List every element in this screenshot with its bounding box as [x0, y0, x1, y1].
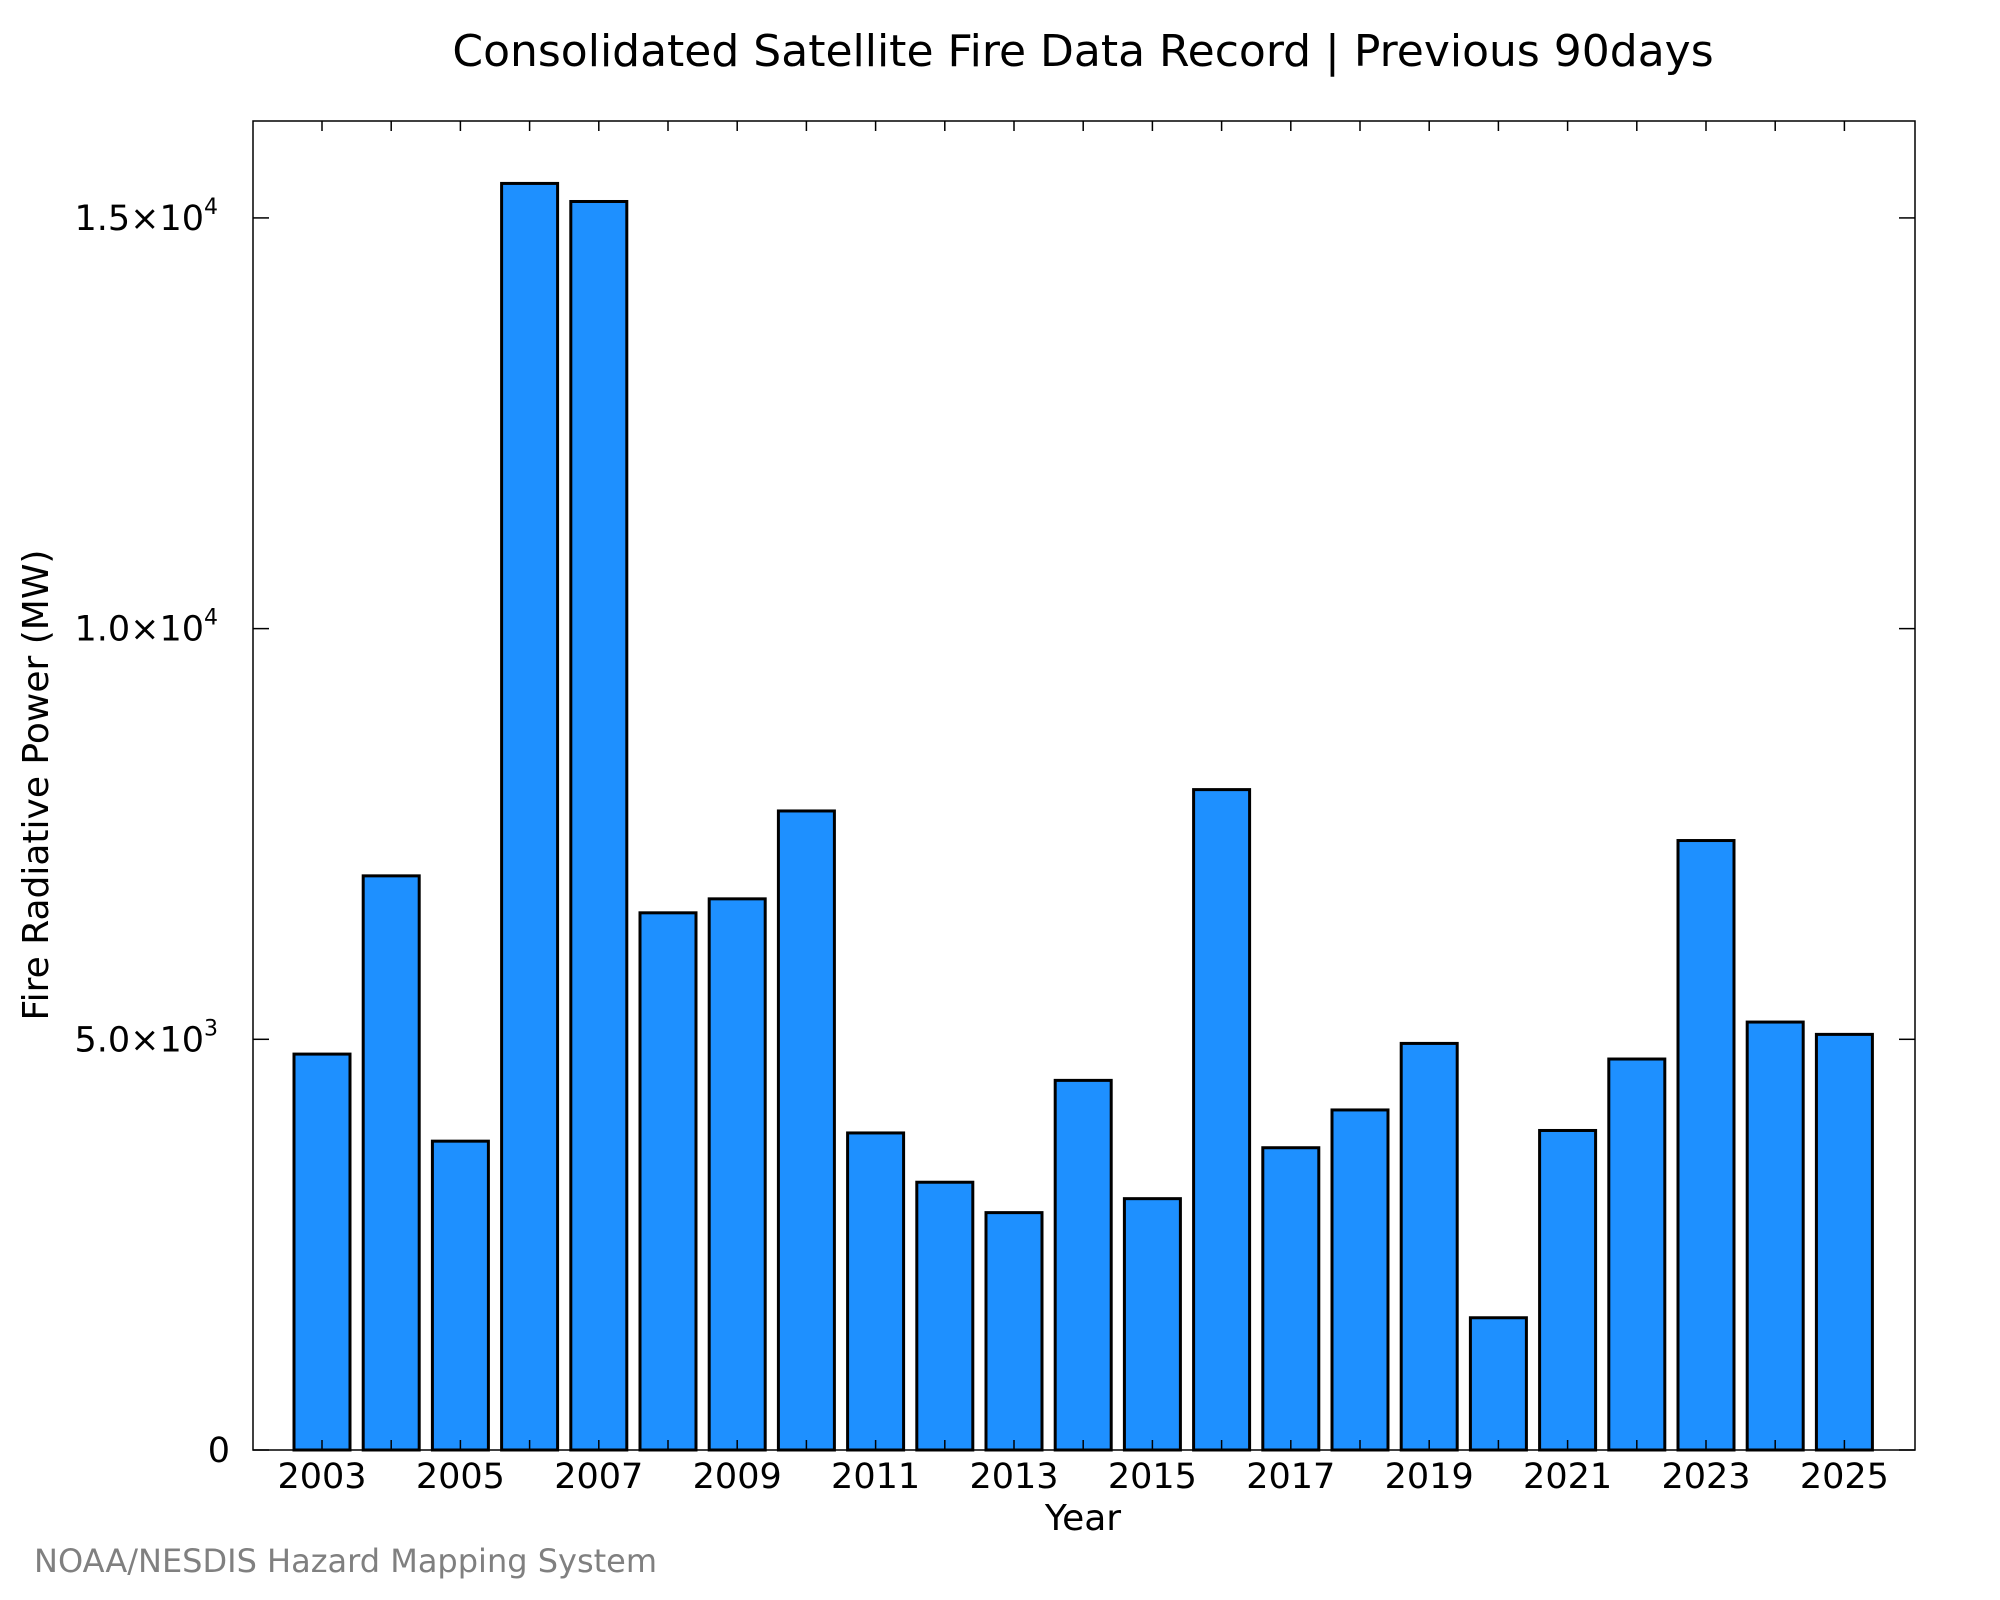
bar-2014	[1053, 1078, 1113, 1452]
x-tick-label-2019: 2019	[1385, 1457, 1474, 1497]
bar-2018	[1330, 1108, 1390, 1452]
x-tick-label-2017: 2017	[1246, 1457, 1335, 1497]
x-tick-label-2007: 2007	[554, 1457, 643, 1497]
bars-group	[292, 181, 1874, 1452]
x-tick-label-2009: 2009	[693, 1457, 782, 1497]
x-tick-label-2003: 2003	[277, 1457, 366, 1497]
y-tick-label: 0	[208, 1431, 230, 1471]
x-tick-label-2013: 2013	[969, 1457, 1058, 1497]
x-tick-label-2011: 2011	[831, 1457, 920, 1497]
bar-2025	[1814, 1032, 1874, 1452]
bar-2009	[707, 897, 767, 1452]
bar-2008	[638, 911, 698, 1452]
x-tick-label-2021: 2021	[1523, 1457, 1612, 1497]
y-tick-label: 5.0×103	[74, 1016, 218, 1060]
bar-2017	[1261, 1146, 1321, 1452]
bar-2011	[846, 1131, 906, 1452]
y-axis-label: Fire Radiative Power (MW)	[16, 550, 57, 1021]
bar-2012	[915, 1180, 975, 1452]
x-tick-label-2005: 2005	[416, 1457, 505, 1497]
x-tick-label-2023: 2023	[1661, 1457, 1750, 1497]
plot-frame	[252, 120, 1916, 1451]
bar-2005	[430, 1139, 490, 1452]
x-tick-label-2025: 2025	[1800, 1457, 1889, 1497]
chart-title: Consolidated Satellite Fire Data Record …	[452, 26, 1713, 77]
y-tick-label: 1.0×104	[74, 606, 218, 650]
bar-2024	[1745, 1020, 1805, 1452]
bar-2015	[1122, 1197, 1182, 1452]
bar-2007	[569, 199, 629, 1452]
source-credit: NOAA/NESDIS Hazard Mapping System	[34, 1542, 657, 1580]
y-tick-label: 1.5×104	[74, 195, 218, 239]
bar-2020	[1468, 1316, 1528, 1452]
x-axis-label: Year	[1044, 1498, 1121, 1539]
y-axis-ticks: 0 5.0×103 1.0×104 1.5×104	[74, 195, 1915, 1471]
bar-2013	[984, 1211, 1044, 1452]
bar-2006	[500, 181, 560, 1452]
bar-2019	[1399, 1041, 1459, 1452]
bar-2003	[292, 1052, 352, 1452]
x-tick-label-2015: 2015	[1108, 1457, 1197, 1497]
bar-2016	[1192, 788, 1252, 1452]
x-axis-ticks: 2003 2005 2007 2009 2011 2013 2015 2017 2019 2021…	[277, 121, 1889, 1497]
bar-2010	[776, 809, 836, 1452]
bar-2023	[1676, 839, 1736, 1452]
bar-2022	[1607, 1057, 1667, 1452]
bar-2004	[361, 874, 421, 1452]
bar-2021	[1538, 1128, 1598, 1452]
